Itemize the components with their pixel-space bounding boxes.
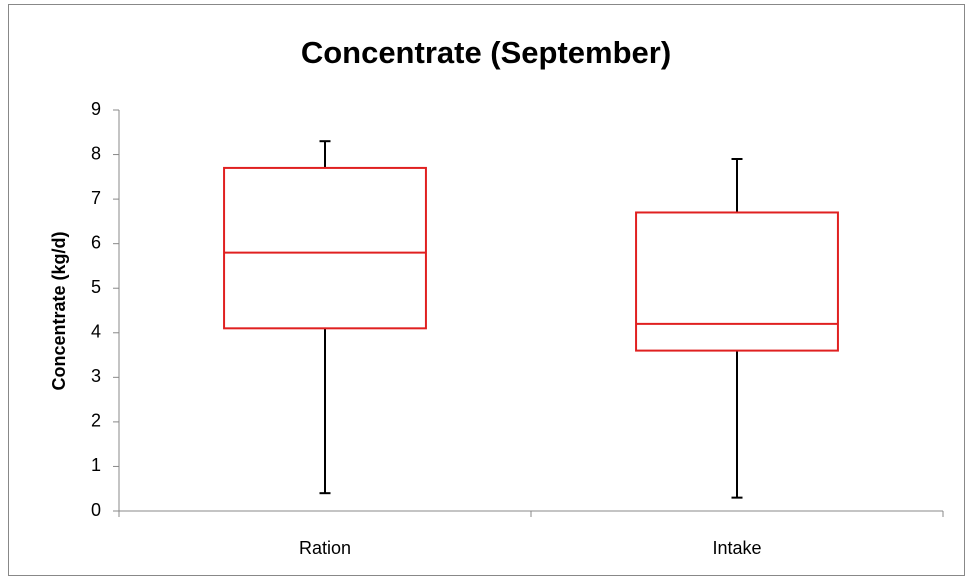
y-tick-label: 4 (91, 322, 101, 342)
y-tick-label: 9 (91, 99, 101, 119)
chart-title: Concentrate (September) (301, 35, 671, 70)
box (223, 166, 427, 330)
y-tick-label: 1 (91, 455, 101, 475)
y-tick-label: 0 (91, 500, 101, 520)
y-tick-label: 7 (91, 188, 101, 208)
x-tick-label: Intake (712, 538, 761, 558)
y-tick-label: 5 (91, 277, 101, 297)
chart-border (8, 4, 965, 576)
box (635, 211, 839, 352)
y-tick-label: 2 (91, 411, 101, 431)
y-tick-label: 8 (91, 143, 101, 163)
x-tick-label: Ration (299, 538, 351, 558)
y-tick-label: 3 (91, 366, 101, 386)
y-axis-label: Concentrate (kg/d) (49, 231, 69, 390)
y-tick-label: 6 (91, 232, 101, 252)
